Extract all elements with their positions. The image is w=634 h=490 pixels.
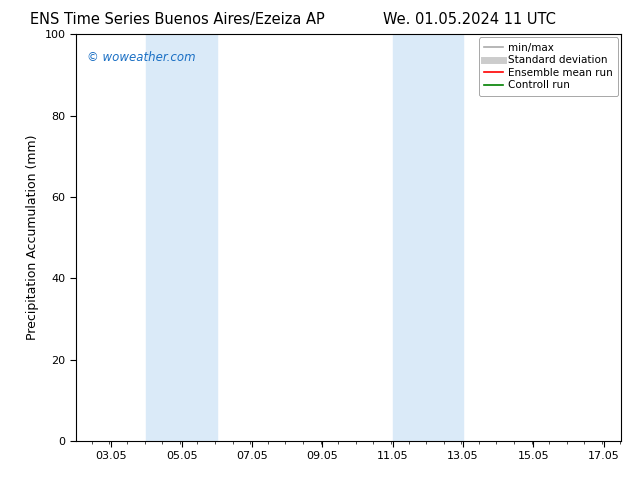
Text: We. 01.05.2024 11 UTC: We. 01.05.2024 11 UTC bbox=[383, 12, 555, 27]
Bar bbox=[392, 34, 463, 441]
Text: © woweather.com: © woweather.com bbox=[87, 50, 196, 64]
Bar bbox=[146, 34, 217, 441]
Y-axis label: Precipitation Accumulation (mm): Precipitation Accumulation (mm) bbox=[26, 135, 39, 341]
Legend: min/max, Standard deviation, Ensemble mean run, Controll run: min/max, Standard deviation, Ensemble me… bbox=[479, 37, 618, 96]
Text: ENS Time Series Buenos Aires/Ezeiza AP: ENS Time Series Buenos Aires/Ezeiza AP bbox=[30, 12, 325, 27]
